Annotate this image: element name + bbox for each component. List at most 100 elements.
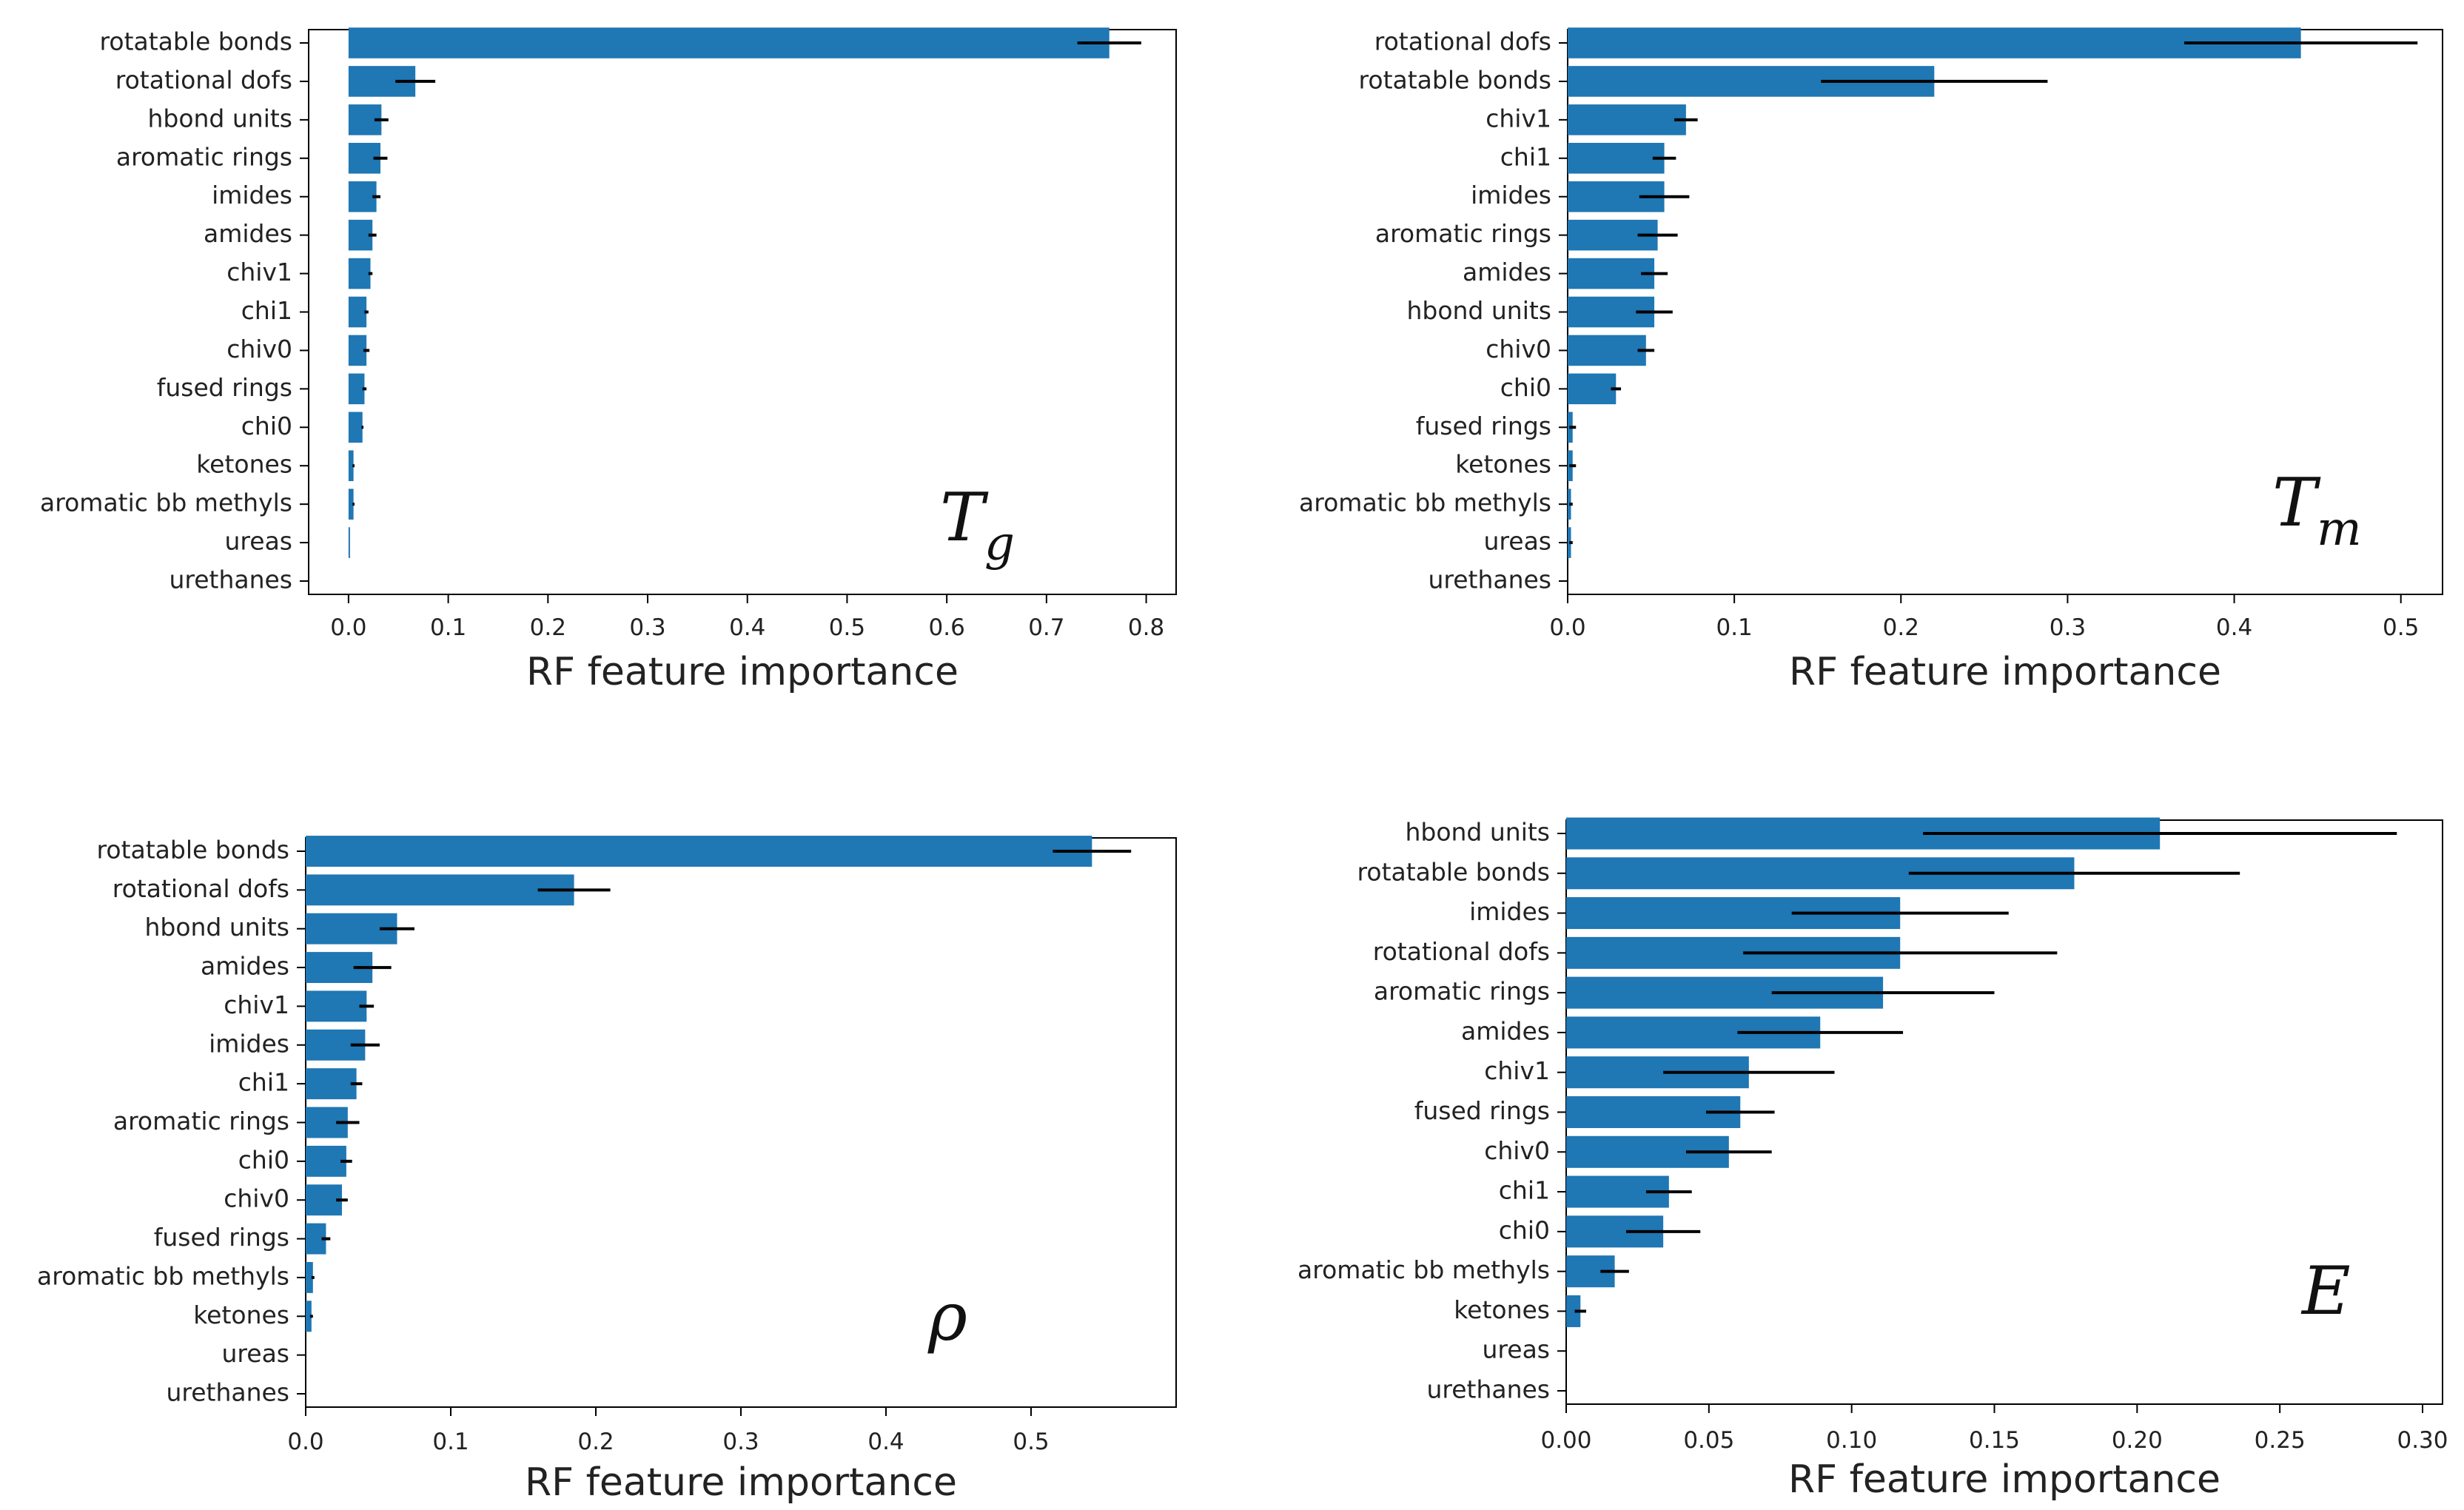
category-label: rotatable bonds — [1359, 65, 1551, 94]
bar — [1568, 143, 1665, 174]
category-label: rotational dofs — [113, 874, 289, 903]
bar — [348, 489, 354, 520]
panel-symbol: E — [2300, 1252, 2351, 1330]
category-label: rotatable bonds — [1357, 857, 1550, 886]
category-label: amides — [204, 219, 292, 248]
category-label: fused rings — [1416, 412, 1551, 440]
category-label: aromatic rings — [1374, 977, 1550, 1006]
category-label: chiv1 — [224, 990, 289, 1019]
x-tick-label: 0.1 — [432, 1429, 469, 1455]
bar — [306, 1261, 313, 1293]
bar — [348, 373, 365, 405]
bar — [1566, 1295, 1581, 1327]
axes-frame — [308, 29, 1177, 595]
category-label: imides — [1469, 897, 1550, 926]
x-tick-label: 0.7 — [1028, 614, 1064, 641]
panel-symbol-main: E — [2300, 1252, 2351, 1330]
category-label: fused rings — [157, 373, 292, 402]
x-axis-label: RF feature importance — [1788, 1457, 2220, 1502]
category-label: imides — [212, 181, 292, 209]
category-label: ketones — [196, 450, 292, 479]
category-label: ureas — [225, 527, 292, 556]
category-label: rotational dofs — [1373, 937, 1550, 966]
x-tick-label: 0.05 — [1683, 1427, 1734, 1454]
category-label: aromatic rings — [113, 1107, 289, 1135]
panel-symbol-subscript: g — [984, 517, 1015, 571]
category-label: ketones — [1455, 450, 1551, 479]
x-tick-label: 0.30 — [2397, 1427, 2448, 1454]
category-label: chi0 — [1500, 373, 1551, 402]
panel-symbol: ρ — [927, 1278, 967, 1356]
category-label: fused rings — [1414, 1096, 1550, 1125]
category-label: chi0 — [1499, 1215, 1550, 1244]
x-tick-label: 0.2 — [530, 614, 566, 641]
category-label: ketones — [1454, 1295, 1550, 1324]
x-tick-label: 0.4 — [2216, 614, 2252, 641]
x-tick-label: 0.3 — [722, 1429, 759, 1455]
bar — [348, 27, 1110, 58]
x-tick-label: 0.0 — [1549, 614, 1585, 641]
category-label: aromatic bb methyls — [40, 489, 292, 517]
category-label: ketones — [193, 1301, 289, 1329]
x-tick-label: 0.10 — [1826, 1427, 1877, 1454]
category-label: ureas — [1483, 1335, 1550, 1364]
x-tick-label: 0.3 — [2050, 614, 2086, 641]
category-label: hbond units — [1405, 818, 1550, 847]
bar — [348, 258, 371, 289]
bar — [1568, 27, 2301, 58]
category-label: chi1 — [241, 296, 292, 325]
category-label: chiv1 — [1486, 104, 1551, 132]
x-tick-label: 0.1 — [430, 614, 466, 641]
x-tick-label: 0.2 — [1883, 614, 1919, 641]
category-label: chiv1 — [226, 258, 292, 286]
x-axis-label: RF feature importance — [525, 1460, 957, 1505]
x-axis-label: RF feature importance — [1789, 650, 2221, 694]
category-label: hbond units — [144, 913, 289, 942]
x-tick-label: 0.25 — [2255, 1427, 2306, 1454]
category-label: ureas — [222, 1339, 289, 1368]
bar — [1568, 373, 1617, 405]
panel-symbol-main: T — [940, 479, 989, 557]
category-label: imides — [209, 1029, 289, 1058]
bar — [306, 836, 1092, 867]
x-tick-label: 0.5 — [829, 614, 865, 641]
category-label: chiv0 — [226, 335, 292, 363]
category-label: amides — [1463, 258, 1551, 286]
panel-e: hbond units rotatable bonds imides rotation… — [1298, 817, 2448, 1502]
bar — [306, 990, 367, 1022]
category-label: rotatable bonds — [97, 836, 289, 865]
category-label: rotatable bonds — [100, 27, 292, 56]
axes-frame — [305, 837, 1177, 1408]
panel-symbol-subscript: m — [2317, 502, 2362, 557]
bar — [1568, 104, 1686, 135]
category-label: chi1 — [1499, 1176, 1550, 1205]
bar — [306, 1145, 346, 1177]
category-label: fused rings — [154, 1223, 289, 1252]
category-label: aromatic rings — [1375, 219, 1551, 248]
category-label: amides — [201, 952, 289, 981]
x-tick-label: 0.4 — [729, 614, 765, 641]
panel-tm: rotational dofs rotatable bonds chiv1 chi1 i… — [1299, 27, 2443, 694]
category-label: hbond units — [1406, 296, 1551, 325]
x-tick-label: 0.6 — [929, 614, 965, 641]
category-label: chiv0 — [1486, 335, 1551, 363]
category-label: amides — [1461, 1016, 1550, 1045]
category-label: aromatic bb methyls — [1298, 1255, 1550, 1284]
category-label: urethanes — [1426, 1375, 1550, 1404]
category-label: chiv0 — [1484, 1136, 1550, 1165]
category-label: rotational dofs — [115, 65, 292, 94]
x-tick-label: 0.15 — [1969, 1427, 2020, 1454]
category-label: aromatic bb methyls — [37, 1261, 289, 1290]
bar — [348, 296, 367, 328]
category-label: urethanes — [1428, 566, 1551, 594]
category-label: chi0 — [238, 1145, 289, 1174]
category-label: chiv1 — [1484, 1056, 1550, 1085]
panel-symbol-main: ρ — [927, 1278, 967, 1356]
x-tick-label: 0.5 — [2383, 614, 2419, 641]
x-tick-label: 0.20 — [2112, 1427, 2163, 1454]
category-label: chiv0 — [224, 1184, 289, 1213]
category-label: aromatic bb methyls — [1299, 489, 1551, 517]
category-label: urethanes — [166, 1378, 289, 1407]
category-label: chi0 — [241, 412, 292, 440]
